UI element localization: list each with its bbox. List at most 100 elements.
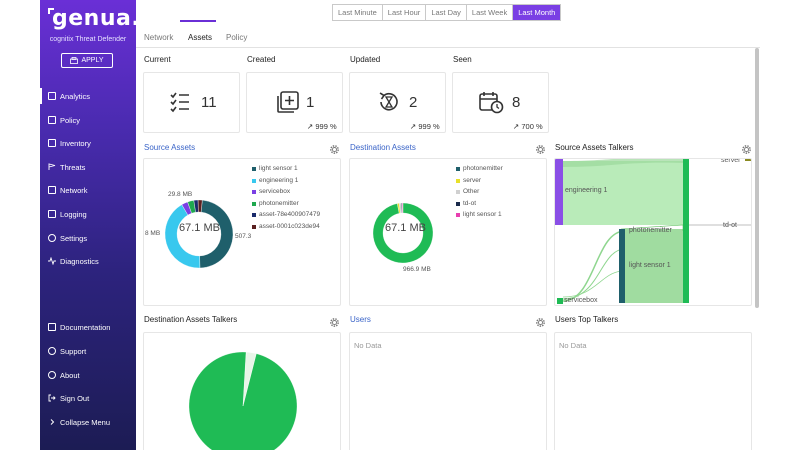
- legend-item[interactable]: photonemitter: [252, 200, 299, 207]
- content-scrollbar[interactable]: [755, 48, 759, 308]
- destination-assets-label: 966.9 MB: [403, 266, 431, 273]
- legend-item[interactable]: photonemitter: [456, 165, 503, 172]
- donut-slice-asset-0001c023de94[interactable]: [197, 199, 203, 213]
- source-assets-label: 29.8 MB: [168, 191, 193, 198]
- chevron-right-icon: [48, 418, 56, 426]
- sidebar-item-policy[interactable]: Policy: [40, 112, 136, 128]
- source-assets-donut: [164, 199, 234, 269]
- tab-policy[interactable]: Policy: [226, 33, 248, 42]
- legend-item[interactable]: td-ot: [456, 200, 476, 207]
- legend-item[interactable]: servicebox: [252, 188, 290, 195]
- legend-item[interactable]: asset-0001c023de94: [252, 223, 320, 230]
- donut-slice-light-sensor-1[interactable]: [401, 202, 404, 214]
- donut-slice-minor[interactable]: [242, 351, 257, 407]
- legend-label: photonemitter: [463, 165, 503, 172]
- sidebar: genua. cognitix Threat Defender APPLY An…: [40, 0, 140, 450]
- source-assets-title[interactable]: Source Assets: [144, 143, 196, 152]
- stat-card-seen: 8 ↗ 700 %: [452, 72, 549, 133]
- legend-label: servicebox: [259, 188, 291, 195]
- no-data-text: No Data: [559, 341, 587, 350]
- genua-logo: genua.: [48, 6, 140, 31]
- donut-slice-main[interactable]: [188, 351, 298, 450]
- sankey-node-engineering[interactable]: [555, 159, 563, 225]
- tab-assets[interactable]: Assets: [188, 33, 213, 42]
- sidebar-item-support[interactable]: Support: [40, 343, 136, 359]
- sidebar-item-documentation[interactable]: Documentation: [40, 319, 136, 335]
- stat-trend: ↗ 999 %: [307, 122, 337, 131]
- sidebar-item-about[interactable]: About: [40, 367, 136, 383]
- users-top-talkers-title: Users Top Talkers: [555, 315, 619, 324]
- apply-icon: [70, 57, 79, 64]
- legend-item[interactable]: asset-78e400907479: [252, 211, 320, 218]
- tab-last-day[interactable]: Last Day: [426, 5, 467, 20]
- sidebar-item-label: Sign Out: [60, 393, 90, 403]
- legend-label: light sensor 1: [259, 165, 298, 172]
- tab-last-week[interactable]: Last Week: [466, 5, 514, 20]
- source-assets-label: 8 MB: [145, 230, 161, 237]
- legend-item[interactable]: light sensor 1: [252, 165, 298, 172]
- legend-label: asset-78e400907479: [259, 211, 321, 218]
- network-icon: [48, 186, 56, 194]
- hourglass-refresh-icon: [379, 92, 398, 111]
- sankey-node-server[interactable]: [745, 159, 752, 161]
- sankey-node-servicebox[interactable]: [557, 298, 563, 304]
- sidebar-item-collapse-menu[interactable]: Collapse Menu: [40, 414, 136, 430]
- add-copy-icon: [277, 91, 299, 113]
- legend-swatch: [252, 178, 256, 183]
- destination-talkers-panel: [143, 332, 341, 450]
- legend-item[interactable]: light sensor 1: [456, 211, 502, 218]
- product-subtitle: cognitix Threat Defender: [49, 36, 127, 43]
- users-panel: No Data: [349, 332, 547, 450]
- destination-assets-gear-icon[interactable]: [535, 144, 546, 155]
- documentation-icon: [48, 323, 56, 331]
- legend-item[interactable]: Other: [456, 188, 479, 195]
- users-gear-icon[interactable]: [535, 317, 546, 328]
- legend-swatch: [456, 166, 460, 171]
- sidebar-item-logging[interactable]: Logging: [40, 206, 136, 222]
- legend-swatch: [252, 201, 256, 206]
- sankey-node-light-sensor[interactable]: [619, 229, 625, 303]
- sidebar-item-settings[interactable]: Settings: [40, 230, 136, 246]
- sidebar-item-threats[interactable]: Threats: [40, 159, 136, 175]
- source-talkers-sankey: [555, 159, 752, 304]
- tab-last-minute[interactable]: Last Minute: [333, 5, 383, 20]
- donut-slice-photonemitter[interactable]: [372, 202, 434, 264]
- users-title[interactable]: Users: [350, 315, 371, 324]
- sidebar-item-inventory[interactable]: Inventory: [40, 135, 136, 151]
- stat-card-created: 1 ↗ 999 %: [246, 72, 343, 133]
- destination-talkers-chart: [188, 351, 298, 450]
- legend-item[interactable]: engineering 1: [252, 177, 298, 184]
- destination-talkers-gear-icon[interactable]: [329, 317, 340, 328]
- legend-label: photonemitter: [259, 200, 299, 207]
- tab-last-month[interactable]: Last Month: [513, 5, 561, 20]
- source-talkers-panel: engineering 1 servicebox photonemitter l…: [554, 158, 752, 306]
- sidebar-item-analytics[interactable]: Analytics: [40, 88, 136, 104]
- donut-slice-engineering-1[interactable]: [164, 204, 201, 269]
- sidebar-item-diagnostics[interactable]: Diagnostics: [40, 253, 136, 269]
- sidebar-item-sign-out[interactable]: Sign Out: [40, 390, 136, 406]
- support-icon: [48, 347, 56, 355]
- apply-button[interactable]: APPLY: [61, 53, 113, 68]
- sidebar-item-label: Settings: [60, 233, 88, 243]
- stat-label-updated: Updated: [350, 55, 381, 64]
- sankey-label: servicebox: [564, 297, 598, 304]
- destination-assets-donut: [372, 202, 434, 264]
- sidebar-item-label: Threats: [60, 162, 86, 172]
- logging-icon: [48, 210, 56, 218]
- legend-item[interactable]: server: [456, 177, 481, 184]
- tab-network[interactable]: Network: [144, 33, 174, 42]
- source-assets-gear-icon[interactable]: [329, 144, 340, 155]
- sankey-flow: [563, 161, 683, 225]
- sidebar-item-label: Support: [60, 346, 87, 356]
- stat-value: 11: [201, 94, 217, 111]
- sidebar-item-label: Network: [60, 185, 88, 195]
- donut-slice-light-sensor-1[interactable]: [199, 200, 234, 269]
- destination-assets-title[interactable]: Destination Assets: [350, 143, 416, 152]
- source-talkers-gear-icon[interactable]: [741, 144, 752, 155]
- legend-swatch: [252, 166, 256, 171]
- sidebar-item-network[interactable]: Network: [40, 182, 136, 198]
- sankey-node-photonemitter[interactable]: [683, 159, 689, 303]
- tab-last-hour[interactable]: Last Hour: [382, 5, 427, 20]
- analytics-icon: [48, 92, 56, 100]
- sankey-label: light sensor 1: [629, 262, 671, 269]
